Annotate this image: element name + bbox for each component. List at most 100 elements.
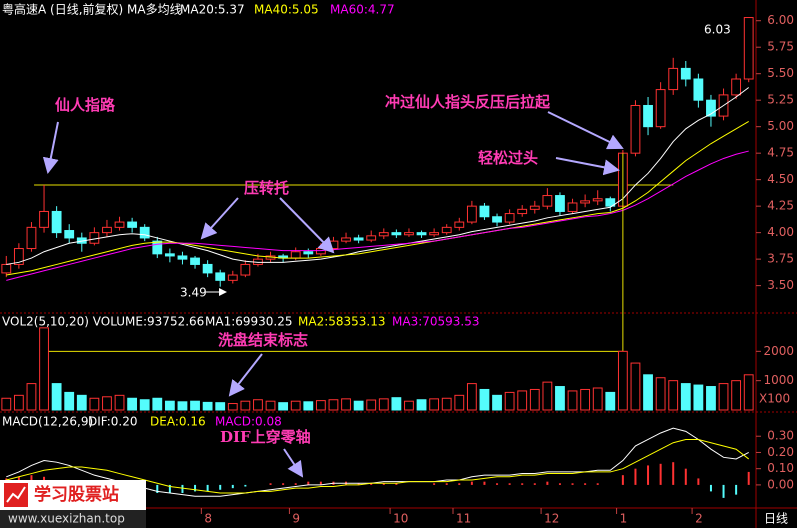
volume-bar — [1, 397, 12, 411]
candle-body — [177, 255, 188, 260]
volume-bar — [177, 401, 188, 411]
y-tick-label: 5.50 — [767, 66, 794, 80]
candle-body — [580, 200, 591, 204]
volume-bar — [13, 394, 24, 411]
candle-body — [102, 226, 112, 234]
y-tick-label: 0.10 — [767, 461, 794, 475]
candle-body — [190, 257, 200, 265]
candle-body — [290, 251, 301, 259]
y-tick-label: 4.25 — [767, 199, 794, 213]
x-tick-label: 1 — [620, 512, 628, 526]
volume-bar — [253, 399, 263, 411]
arrows — [42, 111, 624, 478]
candle-body — [555, 195, 565, 212]
watermark: 学习股票站 www.xuexizhan.top — [0, 480, 146, 528]
legend-entry: DEA:0.16 — [150, 415, 206, 429]
candle-body — [13, 248, 24, 265]
annotation: 轻松过头 — [478, 149, 538, 167]
y-tick-label: 0.30 — [767, 429, 794, 443]
watermark-brand: 学习股票站 — [34, 484, 119, 505]
candle-body — [668, 67, 679, 91]
volume-bar — [668, 380, 679, 411]
volume-bar — [51, 383, 62, 411]
legend-entry: MA1:69930.25 — [205, 315, 293, 329]
y-tick-label: 5.00 — [767, 119, 794, 133]
volume-bar — [567, 390, 578, 411]
candle-body — [303, 251, 314, 255]
chart-title: MACD(12,26,9) — [2, 415, 93, 429]
y-tick-label: 5.25 — [767, 93, 794, 107]
volume-bar — [655, 377, 666, 411]
candle-body — [416, 232, 427, 236]
volume-bar — [76, 394, 87, 411]
volume-bar — [416, 399, 427, 411]
annotation: 冲过仙人指头反压后拉起 — [385, 93, 551, 111]
candle-body — [504, 213, 515, 223]
volume-bar — [504, 391, 515, 411]
candle-body — [429, 232, 440, 236]
candle-body — [492, 216, 502, 223]
x-tick-label: 9 — [292, 512, 300, 526]
candle-body — [378, 232, 389, 237]
candle-body — [391, 232, 402, 236]
x-tick-label: 12 — [544, 512, 559, 526]
volume-bar — [731, 380, 742, 411]
volume-bar — [718, 383, 729, 411]
legend-entry: MA2:58353.13 — [298, 315, 386, 329]
volume-bar — [127, 397, 138, 411]
ma-line — [6, 120, 749, 276]
volume-bar — [202, 401, 213, 411]
volume-bar — [404, 400, 414, 411]
volume-bar — [580, 388, 591, 411]
volume-bar — [706, 386, 716, 411]
chart-title: 粤高速A (日线,前复权) MA多均线 — [2, 2, 182, 17]
volume-bar — [227, 403, 238, 411]
chart-title: VOL2(5,10,20) VOLUME:93752.66 — [2, 315, 204, 329]
candle-body — [441, 226, 452, 234]
candle-body — [630, 104, 641, 154]
annotation: 仙人指路 — [55, 96, 116, 114]
legend-entry: MACD:0.08 — [215, 415, 282, 429]
volume-bar — [89, 397, 100, 411]
volume-bar — [190, 400, 200, 411]
candle-body — [341, 237, 351, 242]
legend-entry: MA40:5.05 — [254, 3, 319, 17]
volume-bar — [617, 350, 628, 411]
candle-body — [127, 221, 138, 228]
candle-body — [215, 272, 226, 281]
unit-label: X100 — [759, 392, 790, 406]
volume-bar — [341, 398, 351, 411]
candle-body — [517, 208, 528, 215]
y-tick-label: 0.20 — [767, 445, 794, 459]
candle-body — [466, 205, 477, 223]
volume-bar — [479, 388, 490, 411]
y-tick-label: 0.00 — [767, 477, 794, 491]
candle-body — [152, 240, 163, 255]
candle-body — [328, 240, 339, 250]
volume-bar — [529, 388, 540, 411]
y-tick-label: 6.00 — [767, 13, 794, 27]
x-tick-label: 8 — [204, 512, 212, 526]
candle-body — [454, 221, 465, 228]
volume-bar — [743, 374, 754, 411]
candle-body — [227, 274, 238, 281]
y-tick-label: 4.75 — [767, 146, 794, 160]
legend-entry: DIF:0.20 — [88, 415, 138, 429]
candle-body — [353, 237, 364, 241]
volume-bar — [290, 400, 301, 411]
candle-body — [680, 67, 691, 80]
candle-body — [89, 232, 100, 244]
volume-bar — [26, 383, 37, 411]
legend-entry: MA60:4.77 — [330, 3, 395, 17]
watermark-url: www.xuexizhan.top — [8, 512, 125, 526]
volume-bar — [328, 399, 339, 411]
candle-body — [164, 253, 175, 257]
candle-body — [315, 248, 326, 255]
candle-body — [240, 263, 251, 276]
volume-bar — [429, 398, 440, 411]
volume-bar — [64, 391, 75, 411]
candle-body — [1, 263, 12, 274]
y-tick-label: 5.75 — [767, 40, 794, 54]
volume-bar — [555, 386, 565, 411]
